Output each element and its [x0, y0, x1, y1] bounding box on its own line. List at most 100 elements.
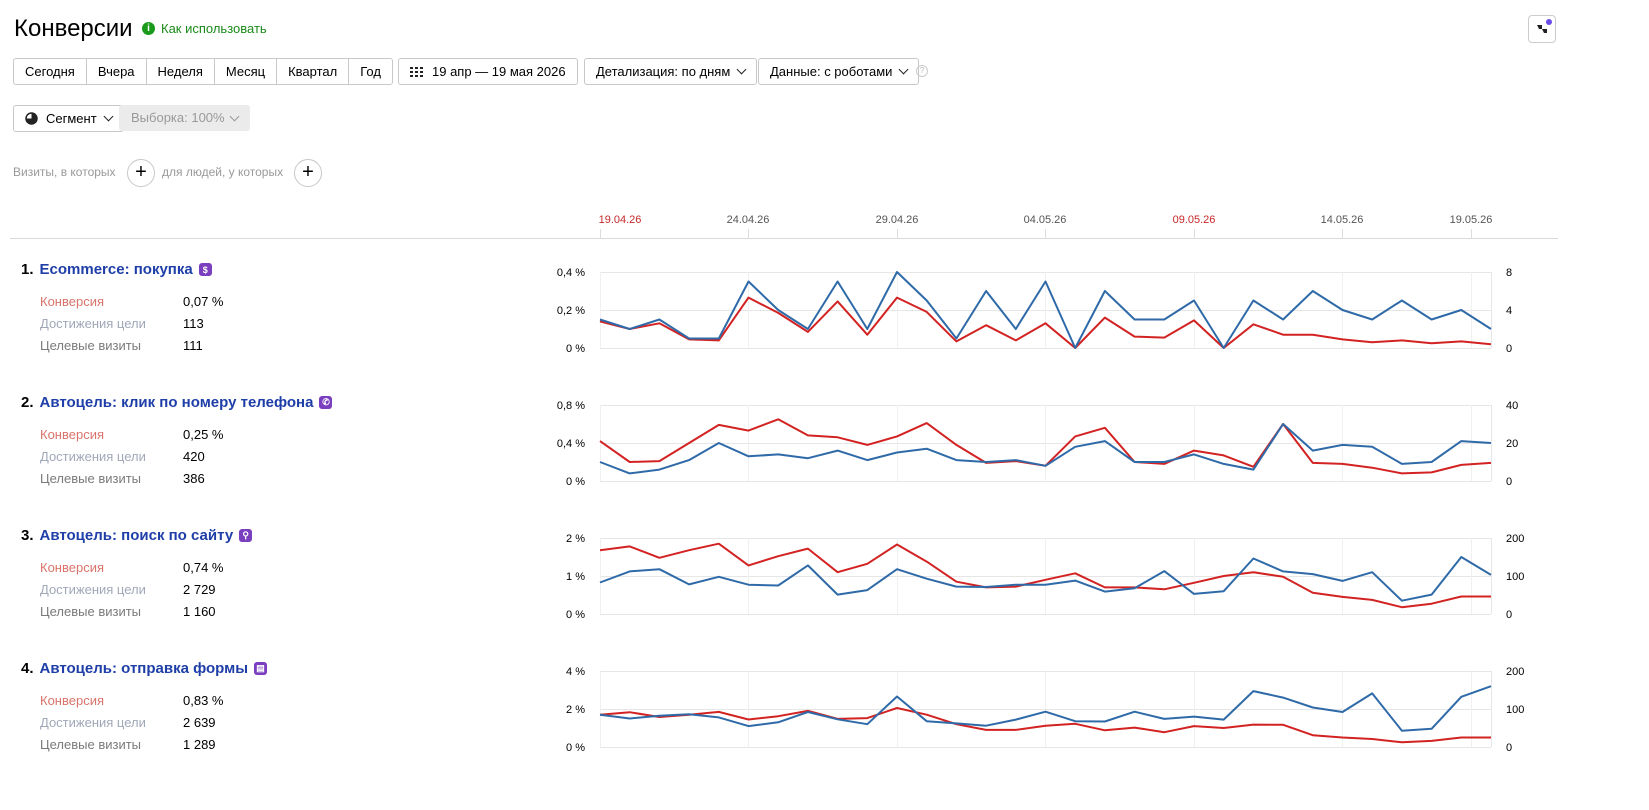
chevron-down-icon [103, 111, 114, 122]
left-axis-tick-label: 0 % [566, 609, 585, 621]
right-axis-tick-label: 200 [1506, 533, 1524, 545]
period-button[interactable]: Квартал [276, 58, 350, 85]
left-axis-tick-label: 0 % [566, 742, 585, 754]
left-axis-tick-label: 2 % [566, 533, 585, 545]
metric-value: 1 289 [183, 737, 216, 752]
visits-filter-label: Визиты, в которых [13, 165, 116, 179]
metric-value: 2 729 [183, 582, 216, 597]
notification-dot [1546, 19, 1552, 25]
left-axis-tick-label: 0 % [566, 476, 585, 488]
chevron-down-icon [898, 64, 909, 75]
metric-value: 111 [183, 338, 203, 353]
date-tick-label: 19.04.26 [598, 214, 642, 226]
date-tick [897, 229, 898, 239]
add-visits-filter-button[interactable]: + [127, 159, 155, 187]
detail-label: Детализация: по дням [596, 64, 731, 79]
left-axis-tick-label: 0,8 % [557, 400, 585, 412]
form-icon: ▤ [254, 662, 268, 675]
date-tick-label: 29.04.26 [875, 214, 919, 226]
metric-row-visits: Целевые визиты 1 160 [0, 601, 260, 623]
metric-label: Достижения цели [40, 316, 146, 331]
chevron-down-icon [736, 64, 747, 75]
metric-label: Конверсия [40, 560, 105, 575]
how-to-use-link[interactable]: i Как использовать [142, 21, 267, 36]
date-tick-label: 14.05.26 [1320, 214, 1364, 226]
date-tick-label: 09.05.26 [1172, 214, 1216, 226]
goal-title: 2. Автоцель: клик по номеру телефона ✆ [21, 394, 333, 411]
metric-row-achievements: Достижения цели 2 729 [0, 579, 260, 601]
conversion-series-line [599, 707, 1491, 744]
metric-label: Конверсия [40, 693, 105, 708]
metric-row-achievements: Достижения цели 113 [0, 313, 260, 335]
left-axis-tick-label: 0 % [566, 343, 585, 355]
conversion-series-line [599, 418, 1492, 475]
chevron-down-icon [229, 111, 240, 121]
visits-series-line [599, 685, 1492, 732]
metric-value: 0,07 % [183, 294, 224, 309]
period-button[interactable]: Вчера [85, 58, 147, 85]
help-icon[interactable]: ? [916, 65, 928, 77]
detail-dropdown[interactable]: Детализация: по дням [584, 58, 758, 85]
date-range-button[interactable]: 19 апр — 19 мая 2026 [398, 58, 578, 85]
data-dropdown[interactable]: Данные: с роботами [758, 58, 920, 85]
metric-row-visits: Целевые визиты 1 289 [0, 734, 260, 756]
metric-value: 420 [183, 449, 205, 464]
goal-number: 2. [21, 394, 34, 411]
metric-value: 0,83 % [183, 693, 224, 708]
add-people-filter-button[interactable]: + [294, 159, 322, 187]
date-tick-label: 04.05.26 [1023, 214, 1067, 226]
metric-label: Конверсия [40, 427, 105, 442]
date-tick [1342, 229, 1343, 239]
metric-value: 0,74 % [183, 560, 224, 575]
metric-value: 386 [183, 471, 205, 486]
segment-label: Сегмент [46, 111, 97, 126]
goal-number: 1. [21, 261, 34, 278]
metric-row-visits: Целевые визиты 111 [0, 335, 260, 357]
period-button[interactable]: Год [348, 58, 393, 85]
visits-series-line [599, 271, 1492, 349]
right-axis-tick-label: 200 [1506, 666, 1524, 678]
left-axis-tick-label: 0,4 % [557, 438, 585, 450]
phone-icon: ✆ [319, 396, 333, 409]
sample-dropdown[interactable]: Выборка: 100% [119, 105, 250, 131]
metric-row-conversion: Конверсия 0,74 % [0, 557, 260, 579]
info-icon: i [142, 22, 155, 35]
right-axis-tick-label: 8 [1506, 267, 1512, 279]
right-axis-tick-label: 0 [1506, 476, 1512, 488]
how-to-use-label: Как использовать [161, 21, 267, 36]
period-button[interactable]: Неделя [145, 58, 215, 85]
metric-label: Целевые визиты [40, 604, 142, 619]
date-tick [1045, 229, 1046, 239]
metric-row-conversion: Конверсия 0,07 % [0, 291, 260, 313]
date-axis-line [10, 238, 1558, 239]
right-axis-tick-label: 0 [1506, 343, 1512, 355]
right-axis-tick-label: 100 [1506, 704, 1524, 716]
metric-label: Достижения цели [40, 715, 146, 730]
goal-name-link[interactable]: Ecommerce: покупка [39, 261, 193, 278]
right-axis-tick-label: 40 [1506, 400, 1518, 412]
goal-name-link[interactable]: Автоцель: клик по номеру телефона [39, 394, 314, 411]
goal-name-link[interactable]: Автоцель: отправка формы [39, 660, 249, 677]
date-tick-label: 24.04.26 [726, 214, 770, 226]
metric-label: Конверсия [40, 294, 105, 309]
goal-name-link[interactable]: Автоцель: поиск по сайту [39, 527, 234, 544]
metric-label: Достижения цели [40, 582, 146, 597]
date-tick [1194, 229, 1195, 239]
metric-row-conversion: Конверсия 0,25 % [0, 424, 260, 446]
metric-value: 1 160 [183, 604, 216, 619]
sample-label: Выборка: 100% [131, 110, 225, 125]
calendar-icon [410, 66, 423, 77]
segment-dropdown[interactable]: Сегмент [13, 105, 124, 132]
assistant-button[interactable] [1528, 15, 1556, 43]
left-axis-tick-label: 0,2 % [557, 305, 585, 317]
metric-value: 113 [183, 316, 204, 331]
metric-value: 2 639 [183, 715, 216, 730]
period-button[interactable]: Месяц [213, 58, 278, 85]
date-tick [1471, 229, 1472, 239]
period-selector: Сегодня Вчера Неделя Месяц Квартал Год [13, 58, 393, 85]
period-button[interactable]: Сегодня [13, 58, 87, 85]
conversion-series-line [599, 542, 1491, 609]
date-tick [600, 229, 601, 239]
right-axis-tick-label: 20 [1506, 438, 1518, 450]
goal-title: 3. Автоцель: поиск по сайту ⚲ [21, 527, 253, 544]
